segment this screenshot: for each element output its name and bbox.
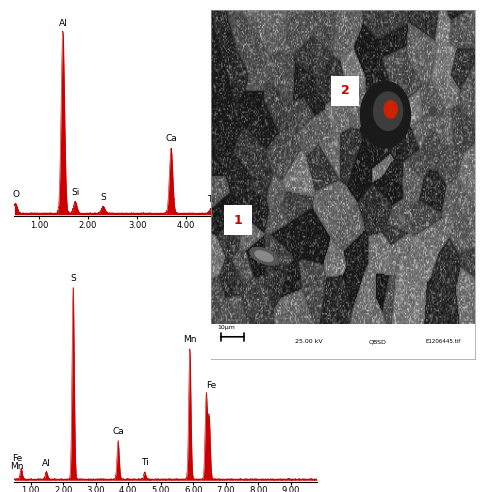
Text: S: S	[70, 274, 76, 283]
Text: Si: Si	[71, 188, 80, 197]
Text: Ti: Ti	[141, 458, 149, 467]
Text: Ti: Ti	[207, 195, 215, 204]
FancyBboxPatch shape	[224, 206, 252, 235]
Text: E1206445.tif: E1206445.tif	[426, 339, 461, 344]
Text: Mn: Mn	[10, 461, 24, 471]
Circle shape	[373, 92, 403, 130]
Text: S: S	[100, 193, 106, 202]
Text: Ca: Ca	[165, 134, 177, 143]
Text: 1: 1	[233, 214, 242, 227]
Ellipse shape	[255, 251, 273, 261]
Text: 25.00 kV: 25.00 kV	[295, 339, 323, 344]
Circle shape	[384, 101, 397, 118]
Circle shape	[430, 107, 436, 116]
Text: QBSD: QBSD	[369, 339, 386, 344]
Text: 10μm: 10μm	[218, 325, 236, 330]
Text: Fe: Fe	[12, 454, 22, 463]
Text: Fe: Fe	[206, 381, 216, 390]
Ellipse shape	[250, 247, 278, 265]
Circle shape	[360, 82, 410, 148]
Text: Al: Al	[59, 19, 67, 28]
Text: 2: 2	[341, 85, 350, 97]
Text: Mn: Mn	[183, 335, 197, 344]
FancyBboxPatch shape	[331, 76, 359, 106]
Text: O: O	[12, 190, 19, 199]
Text: Ca: Ca	[112, 427, 124, 436]
Text: Al: Al	[42, 459, 51, 468]
Bar	[211, 324, 475, 359]
